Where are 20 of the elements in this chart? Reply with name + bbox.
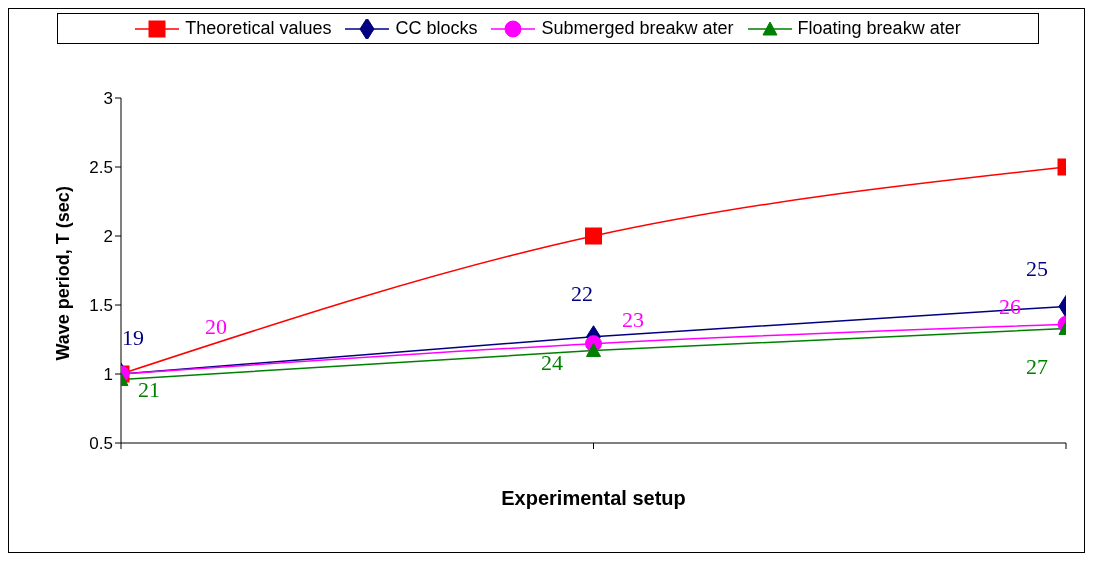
annotation: 27: [1026, 354, 1048, 380]
annotation: 20: [205, 314, 227, 340]
y-axis-title: Wave period, T (sec): [53, 186, 74, 361]
annotation: 22: [571, 281, 593, 307]
y-tick-label: 1.5: [89, 296, 113, 316]
annotation: 24: [541, 350, 563, 376]
annotation: 23: [622, 307, 644, 333]
legend-label: Floating breakw ater: [797, 18, 961, 39]
y-tick-label: 3: [103, 89, 113, 109]
annotation: 19: [122, 325, 144, 351]
x-axis-title: Experimental setup: [501, 487, 686, 509]
y-tick-label: 1: [103, 365, 113, 385]
legend-label: CC blocks: [395, 18, 478, 39]
y-tick-label: 2: [103, 227, 113, 247]
annotation: 21: [138, 377, 160, 403]
y-tick-label: 0.5: [89, 434, 113, 454]
y-tick-label: 2.5: [89, 158, 113, 178]
annotation: 25: [1026, 256, 1048, 282]
legend-label: Submerged breakw ater: [541, 18, 734, 39]
legend-label: Theoretical values: [185, 18, 332, 39]
